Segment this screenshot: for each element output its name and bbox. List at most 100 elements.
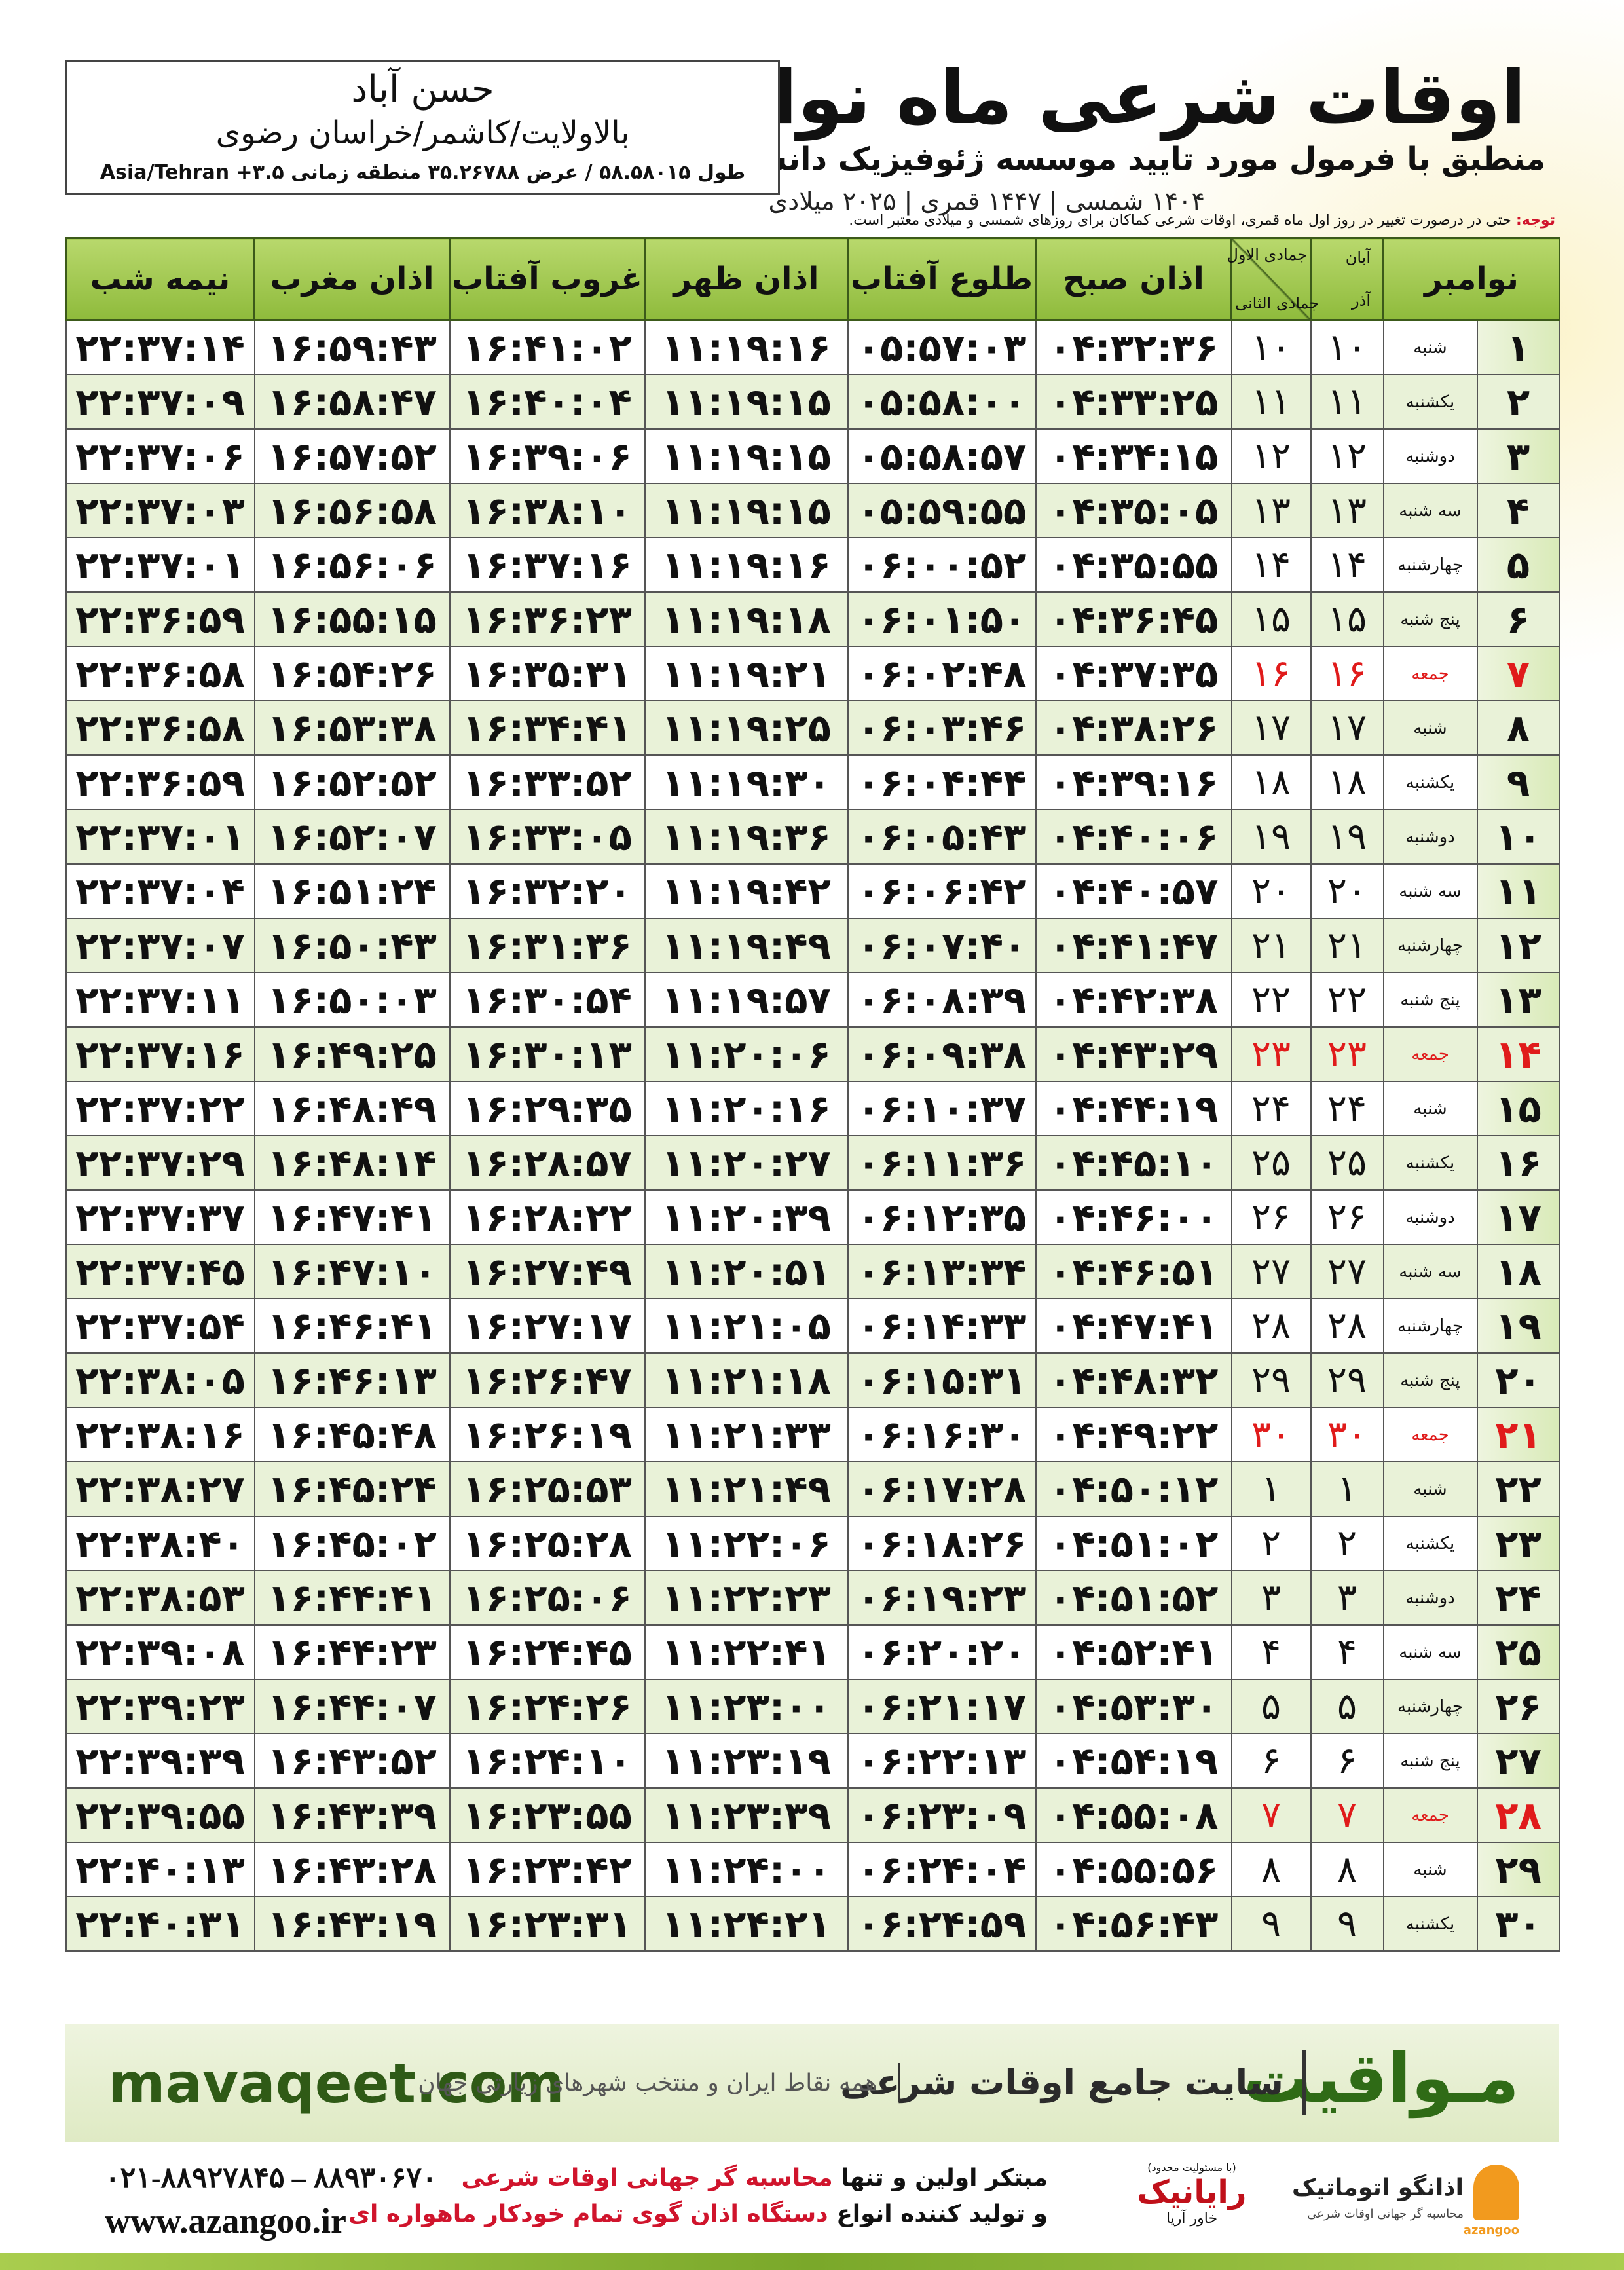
time: ۱۶:۴۵:۲۴ [253,1461,451,1517]
table-row: ۱۴ جمعه ۲۳ ۲۳ ۰۴:۴۳:۲۹ ۰۶:۰۹:۳۸ ۱۱:۲۰:۰۶ ۱۶:۳۰:… [65,1026,1560,1082]
time: ۱۱:۱۹:۱۸ [644,591,849,647]
time: ۱۶:۴۶:۴۱ [253,1298,451,1354]
day-number: ۴ [1476,483,1560,538]
time: ۱۶:۲۵:۲۸ [449,1516,646,1571]
lunar-day: ۱۰ [1230,319,1312,375]
time: ۲۲:۳۸:۴۰ [65,1516,255,1571]
time: ۱۱:۲۳:۱۹ [644,1733,849,1789]
time: ۱۶:۲۴:۴۵ [449,1624,646,1680]
time: ۲۲:۳۹:۲۳ [65,1679,255,1734]
time: ۰۴:۳۳:۲۵ [1035,374,1232,430]
time: ۲۲:۳۹:۰۸ [65,1624,255,1680]
solar-day: ۲۴ [1310,1081,1384,1136]
time: ۱۱:۱۹:۱۶ [644,537,849,593]
solar-day: ۶ [1310,1733,1384,1789]
time: ۰۴:۴۸:۳۲ [1035,1352,1232,1408]
time: ۰۴:۴۴:۱۹ [1035,1081,1232,1136]
time: ۱۶:۵۸:۴۷ [253,374,451,430]
bottom-bar [0,2253,1624,2270]
time: ۱۶:۳۳:۵۲ [449,754,646,810]
time: ۱۶:۵۵:۱۵ [253,591,451,647]
time: ۰۶:۱۵:۳۱ [847,1352,1037,1408]
solar-day: ۱۶ [1310,646,1384,701]
time: ۰۴:۴۳:۲۹ [1035,1026,1232,1082]
solar-day: ۱۰ [1310,319,1384,375]
time: ۰۶:۰۰:۵۲ [847,537,1037,593]
day-number: ۱۰ [1476,809,1560,865]
day-number: ۲ [1476,374,1560,430]
table-row: ۲۹ شنبه ۸ ۸ ۰۴:۵۵:۵۶ ۰۶:۲۴:۰۴ ۱۱:۲۴:۰۰ ۱۶:۲۳:۴۲… [65,1842,1560,1897]
solar-day: ۲ [1310,1516,1384,1571]
day-number: ۳ [1476,428,1560,484]
weekday: پنج شنبه [1382,591,1478,647]
day-number: ۱۷ [1476,1189,1560,1245]
solar-day: ۱۷ [1310,700,1384,756]
solar-cell: آبان آذر [1312,239,1382,319]
time: ۰۵:۵۹:۵۵ [847,483,1037,538]
column-header: اذان مغرب [253,237,451,321]
promo-line: مبتکر اولین و تنها محاسبه گر جهانی اوقات… [462,2165,1048,2191]
time: ۰۴:۴۵:۱۰ [1035,1135,1232,1191]
lunar-day: ۱۶ [1230,646,1312,701]
time: ۰۴:۳۶:۴۵ [1035,591,1232,647]
time: ۱۶:۴۳:۵۲ [253,1733,451,1789]
solar-day: ۵ [1310,1679,1384,1734]
note: توجه: حتی در درصورت تغییر در روز اول ماه… [849,212,1555,229]
time: ۱۶:۳۷:۱۶ [449,537,646,593]
weekday: جمعه [1382,1787,1478,1843]
partner-name: رایانیک [1137,2174,1247,2210]
time: ۱۱:۲۱:۰۵ [644,1298,849,1354]
time: ۱۶:۴۳:۱۹ [253,1896,451,1952]
lunar-day: ۱۳ [1230,483,1312,538]
time: ۱۶:۵۱:۲۴ [253,863,451,919]
time: ۲۲:۳۷:۰۴ [65,863,255,919]
time: ۲۲:۳۷:۴۵ [65,1244,255,1299]
time: ۱۱:۲۰:۲۷ [644,1135,849,1191]
url: www.azangoo.ir [105,2201,346,2241]
time: ۱۶:۴۳:۲۸ [253,1842,451,1897]
solar-day: ۱ [1310,1461,1384,1517]
day-number: ۸ [1476,700,1560,756]
table-row: ۶ پنج شنبه ۱۵ ۱۵ ۰۴:۳۶:۴۵ ۰۶:۰۱:۵۰ ۱۱:۱۹:۱۸ ۱۶:… [65,591,1560,647]
time: ۱۶:۵۹:۴۳ [253,319,451,375]
lunar-month: جمادی الاول [1227,246,1307,264]
lunar-day: ۲۶ [1230,1189,1312,1245]
table-row: ۱۷ دوشنبه ۲۶ ۲۶ ۰۴:۴۶:۰۰ ۰۶:۱۲:۳۵ ۱۱:۲۰:۳۹ ۱۶:۲… [65,1189,1560,1245]
partner-logo: (با مسئولیت محدود) رایانیک خاور آریا [1113,2161,1270,2233]
table-row: ۳۰ یکشنبه ۹ ۹ ۰۴:۵۶:۴۳ ۰۶:۲۴:۵۹ ۱۱:۲۴:۲۱ ۱۶:۲۳:… [65,1896,1560,1952]
time: ۰۴:۵۳:۳۰ [1035,1679,1232,1734]
logo-en: azangoo [1463,2223,1519,2237]
time: ۱۶:۳۰:۱۳ [449,1026,646,1082]
time: ۱۱:۱۹:۳۰ [644,754,849,810]
weekday: جمعه [1382,1407,1478,1462]
column-header: نیمه شب [65,237,255,321]
brand: مـواقیت [1243,2038,1519,2118]
time: ۰۴:۳۵:۰۵ [1035,483,1232,538]
lunar-day: ۲۴ [1230,1081,1312,1136]
solar-day: ۲۰ [1310,863,1384,919]
time: ۲۲:۳۷:۱۴ [65,319,255,375]
time: ۱۶:۴۵:۰۲ [253,1516,451,1571]
banner: mavaqeet.com مـواقیت سایت جامع اوقات شرع… [65,2024,1559,2142]
time: ۱۱:۲۲:۴۱ [644,1624,849,1680]
time: ۱۶:۳۴:۴۱ [449,700,646,756]
day-number: ۱۴ [1476,1026,1560,1082]
time: ۲۲:۳۶:۵۹ [65,591,255,647]
tagline: سایت جامع اوقات شرعی [840,2062,1283,2103]
time: ۰۶:۲۱:۱۷ [847,1679,1037,1734]
weekday: چهارشنبه [1382,537,1478,593]
time: ۱۶:۲۷:۴۹ [449,1244,646,1299]
time: ۱۱:۲۱:۱۸ [644,1352,849,1408]
lunar-cell: جمادی الاول جمادی الثانی [1227,239,1319,319]
table-row: ۲۴ دوشنبه ۳ ۳ ۰۴:۵۱:۵۲ ۰۶:۱۹:۲۳ ۱۱:۲۲:۲۳ ۱۶:۲۵:… [65,1570,1560,1626]
day-number: ۲۶ [1476,1679,1560,1734]
time: ۰۴:۴۲:۳۸ [1035,972,1232,1028]
table-row: ۸ شنبه ۱۷ ۱۷ ۰۴:۳۸:۲۶ ۰۶:۰۳:۴۶ ۱۱:۱۹:۲۵ ۱۶:۳۴:۴… [65,700,1560,756]
time: ۱۱:۱۹:۲۵ [644,700,849,756]
site-url: mavaqeet.com [108,2051,564,2115]
lunar-day: ۲۲ [1230,972,1312,1028]
weekday: شنبه [1382,1081,1478,1136]
time: ۱۶:۲۷:۱۷ [449,1298,646,1354]
day-number: ۲۷ [1476,1733,1560,1789]
weekday: سه شنبه [1382,1624,1478,1680]
